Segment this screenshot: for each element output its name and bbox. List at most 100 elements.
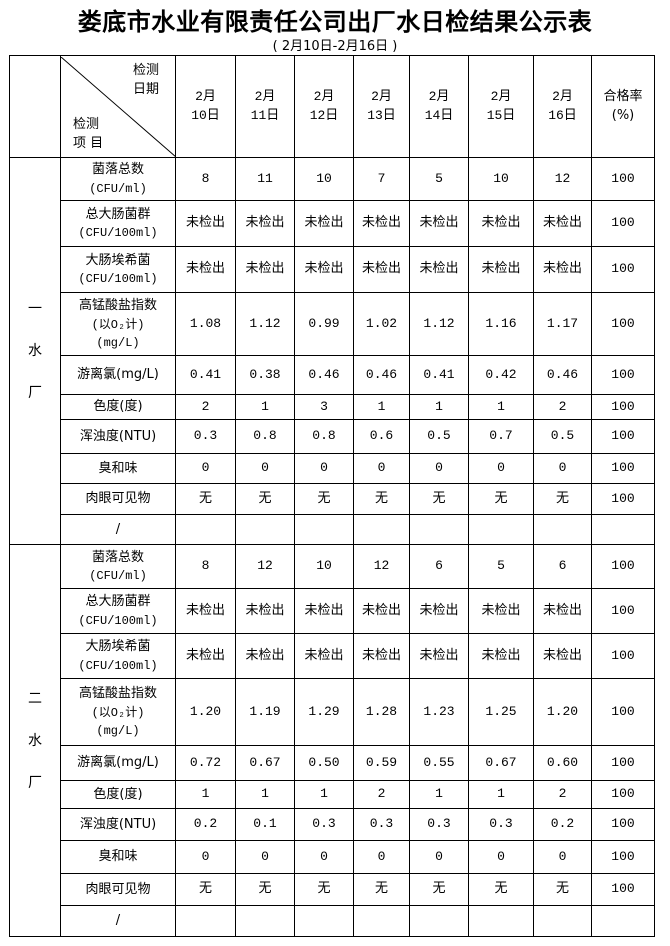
value-cell [175, 514, 236, 545]
value-cell: 无 [409, 873, 469, 906]
value-cell: 1.28 [353, 678, 410, 746]
pass-rate-cell: 100 [591, 246, 655, 293]
value-cell [235, 905, 295, 937]
item-name-cell: 色度(度) [60, 780, 176, 809]
value-cell: 0.67 [235, 745, 295, 781]
table-row: 肉眼可见物无无无无无无无 100 [10, 873, 655, 906]
value-cell: 0.50 [294, 745, 354, 781]
item-unit: (CFU/100ml) [78, 658, 158, 673]
value-cell: 未检出 [409, 246, 469, 293]
value-cell: 未检出 [353, 246, 410, 293]
table-row: 大肠埃希菌 (CFU/100ml) 未检出 未检出 未检出 未检出 未检出 未检出 未检出 100 [10, 246, 655, 293]
header-detect-label: 检测 [132, 62, 159, 78]
value-cell: 8 [175, 157, 236, 201]
date-day: 15日 [486, 107, 516, 123]
value-cell: 0.1 [235, 808, 295, 841]
value-cell: 未检出 [533, 246, 592, 293]
date-day: 12日 [309, 107, 339, 123]
date-month: 2月 [254, 88, 276, 104]
diagonal-header-cell: 检测 日期 检测项 目 [60, 55, 176, 158]
value-cell: 5 [409, 157, 469, 201]
value-cell [409, 905, 469, 937]
date-header-cell: 2月 12日 [294, 55, 354, 158]
date-month: 2月 [490, 88, 512, 104]
value-cell: 0 [175, 840, 236, 874]
value-cell: 1.25 [468, 678, 534, 746]
value-cell [235, 514, 295, 545]
table-row: 浑浊度(NTU) 0.2 0.1 0.3 0.3 0.3 0.3 0.2 100 [10, 808, 655, 841]
pass-rate-cell: 100 [591, 780, 655, 809]
date-month: 2月 [552, 88, 573, 104]
item-name: 浑浊度(NTU) [79, 428, 157, 444]
value-cell: 12 [353, 544, 410, 589]
value-cell: 未检出 [353, 200, 410, 247]
value-cell: 未检出 [468, 633, 534, 679]
item-name: 总大肠菌群 [85, 206, 151, 222]
header-detect-label: 检测 [73, 116, 100, 132]
value-cell: 0 [235, 840, 295, 874]
value-cell: 0.72 [175, 745, 236, 781]
pass-rate-label: 合格率 [603, 88, 643, 104]
value-cell: 1.02 [353, 292, 410, 356]
pass-rate-cell: 100 [591, 544, 655, 589]
value-cell: 0.3 [294, 808, 354, 841]
value-cell: 0 [533, 840, 592, 874]
item-name: 臭和味 [98, 460, 138, 476]
results-table: 检测 日期 检测项 目 2月 10日 2月 11日 2月 12日 2月 13日 2月 14日 2月 15… [9, 55, 655, 937]
value-cell: 未检出 [533, 200, 592, 247]
value-cell: 0 [353, 453, 410, 484]
value-cell: 无 [294, 873, 354, 906]
pass-rate-cell: 100 [591, 873, 655, 906]
pass-rate-cell: 100 [591, 745, 655, 781]
value-cell: 0 [353, 840, 410, 874]
date-month: 2月 [195, 88, 216, 104]
value-cell: 10 [468, 157, 534, 201]
value-cell: 无 [235, 873, 295, 906]
value-cell: 0.60 [533, 745, 592, 781]
table-row: 一水厂菌落总数 (CFU/ml) 8 11 10 7 5 10 12 100 [9, 157, 655, 545]
value-cell: 未检出 [294, 588, 354, 634]
item-unit: (mg/L) [96, 723, 140, 738]
value-cell [294, 514, 354, 545]
value-cell: 2 [533, 780, 592, 809]
value-cell: 未检出 [468, 200, 534, 247]
item-unit: (mg/L) [96, 335, 140, 350]
value-cell: 0 [175, 453, 236, 484]
value-cell: 1.29 [294, 678, 354, 746]
value-cell: 无 [468, 873, 534, 906]
item-name-cell: 大肠埃希菌 (CFU/100ml) [60, 246, 176, 293]
pass-rate-cell [591, 905, 655, 937]
value-cell: 未检出 [235, 246, 295, 293]
date-header-cell: 2月 11日 [235, 55, 295, 158]
pass-rate-header-cell: 合格率 (%) [591, 55, 655, 158]
date-header-cell: 2月 16日 [533, 55, 592, 158]
value-cell: 1 [353, 394, 410, 420]
value-cell: 0.41 [409, 355, 469, 395]
date-header-cell: 2月 10日 [175, 55, 236, 158]
date-day: 11日 [250, 107, 280, 123]
value-cell: 12 [235, 544, 295, 589]
value-cell: 未检出 [294, 633, 354, 679]
value-cell: 0.67 [468, 745, 534, 781]
pass-rate-cell: 100 [591, 419, 655, 454]
item-name-cell: 浑浊度(NTU) [60, 808, 176, 841]
value-cell: 未检出 [533, 588, 592, 634]
item-name-cell: 肉眼可见物 [60, 483, 176, 515]
value-cell: 1 [294, 780, 354, 809]
date-month: 2月 [428, 88, 450, 104]
date-month: 2月 [371, 88, 392, 104]
value-cell: 0 [409, 453, 469, 484]
value-cell: 未检出 [175, 246, 236, 293]
item-unit: (CFU/100ml) [78, 613, 158, 628]
pass-rate-cell: 100 [591, 157, 655, 201]
value-cell: 未检出 [409, 200, 469, 247]
pass-rate-cell: 100 [591, 483, 655, 515]
value-cell: 0.46 [533, 355, 592, 395]
pass-rate-cell: 100 [591, 394, 655, 420]
table-row: 肉眼可见物无无无无无无无 100 [10, 483, 655, 515]
table-row: 二水厂菌落总数 (CFU/ml) 8 12 10 12 6 5 6 100 [9, 544, 655, 937]
item-name-cell: 总大肠菌群 (CFU/100ml) [60, 200, 176, 247]
value-cell: 无 [468, 483, 534, 515]
item-unit: (CFU/100ml) [78, 226, 158, 241]
value-cell: 0.99 [294, 292, 354, 356]
